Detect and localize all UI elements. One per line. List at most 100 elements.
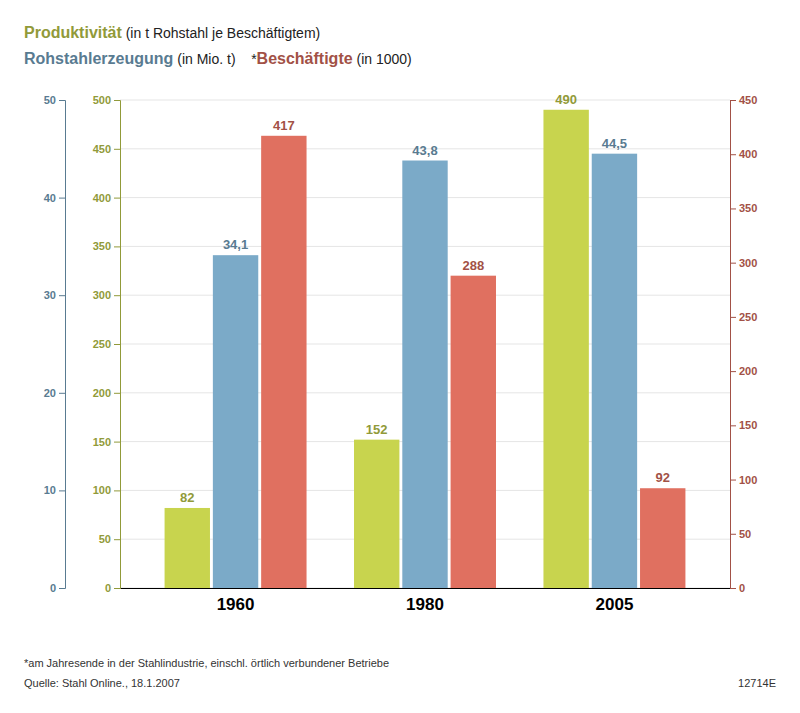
data-label: 417 [273,118,295,133]
tick-mark [114,539,120,540]
tick-mark [114,198,120,199]
tick: 0 [730,582,745,594]
bar [165,508,210,588]
tick-label: 100 [739,474,757,486]
tick-label: 250 [93,338,111,350]
tick-label: 20 [44,387,56,399]
data-labels: 8215249034,143,844,541728892 [180,92,670,505]
tick-label: 50 [44,94,56,106]
tick: 20 [44,387,65,399]
axis-line [731,101,737,589]
tick-mark [114,393,120,394]
tick: 350 [93,240,120,252]
tick: 250 [730,311,757,323]
tick: 2005 [596,588,634,614]
tick: 10 [44,484,65,496]
bar [402,161,447,588]
tick-mark [730,208,736,209]
tick: 50 [44,94,65,106]
tick-mark [59,295,65,296]
tick: 30 [44,289,65,301]
data-label: 82 [180,490,194,505]
tick: 1960 [217,588,255,614]
tick-label: 50 [99,533,111,545]
tick-label: 1980 [406,595,444,614]
tick-label: 0 [105,582,111,594]
tick-mark [730,263,736,264]
tick-mark [59,588,65,589]
tick-mark [730,534,736,535]
tick-label: 150 [739,419,757,431]
tick-mark [59,393,65,394]
tick-mark [114,295,120,296]
y-axis: 050100150200250300350400450500 [93,94,121,594]
title-part: (in Mio. t) * [173,51,257,67]
tick-label: 300 [93,289,111,301]
tick-label: 40 [44,192,56,204]
tick: 0 [50,582,65,594]
tick-mark [114,442,120,443]
tick: 0 [105,582,120,594]
tick: 500 [93,94,120,106]
tick-mark [114,149,120,150]
tick-label: 450 [739,94,757,106]
tick-mark [59,100,65,101]
tick-mark [730,317,736,318]
tick-label: 200 [739,365,757,377]
tick: 350 [730,202,757,214]
tick-label: 350 [93,240,111,252]
tick-label: 30 [44,289,56,301]
title: Produktivität (in t Rohstahl je Beschäft… [24,24,320,41]
tick: 50 [730,528,751,540]
tick: 150 [730,419,757,431]
y2-axis: 0 50 100 150 200 250 300 350 400 450 [730,94,757,594]
tick-mark [730,100,736,101]
tick-mark [59,490,65,491]
tick: 450 [730,94,757,106]
tick-mark [730,588,736,589]
axis-line [59,101,66,589]
data-label: 44,5 [602,136,627,151]
bar [213,255,258,588]
axis-line [114,101,121,589]
tick: 300 [730,257,757,269]
bar [543,110,588,588]
tick-label: 400 [93,192,111,204]
tick: 300 [93,289,120,301]
tick: 200 [93,387,120,399]
x-axis: 1960 1980 2005 [121,588,731,614]
axis-line [121,588,731,589]
tick: 100 [93,484,120,496]
bar [592,154,637,588]
tick-label: 2005 [596,595,634,614]
bar [451,276,496,588]
tick-label: 500 [93,94,111,106]
tick-mark [114,246,120,247]
title-part: (in 1000) [353,51,412,67]
bar [640,488,685,588]
tick-mark [114,490,120,491]
title-part: Rohstahlerzeugung [24,50,173,67]
y3-axis: 0 10 20 30 40 50 [44,94,66,594]
tick-label: 300 [739,257,757,269]
tick: 250 [93,338,120,350]
bar [261,136,306,588]
grid [120,100,730,588]
title-part: (in t Rohstahl je Beschäftigtem) [122,25,320,41]
tick: 400 [730,148,757,160]
data-label: 92 [655,470,669,485]
tick-label: 350 [739,202,757,214]
tick-label: 0 [739,582,745,594]
tick-label: 200 [93,387,111,399]
tick: 100 [730,474,757,486]
tick-label: 0 [50,582,56,594]
annotation: *am Jahresende in der Stahlindustrie, ei… [24,657,389,669]
tick-label: 1960 [217,595,255,614]
tick: 450 [93,143,120,155]
tick-mark [730,371,736,372]
tick: 50 [99,533,120,545]
tick-mark [114,344,120,345]
tick-mark [114,588,120,589]
tick-mark [730,480,736,481]
bars [165,110,686,588]
